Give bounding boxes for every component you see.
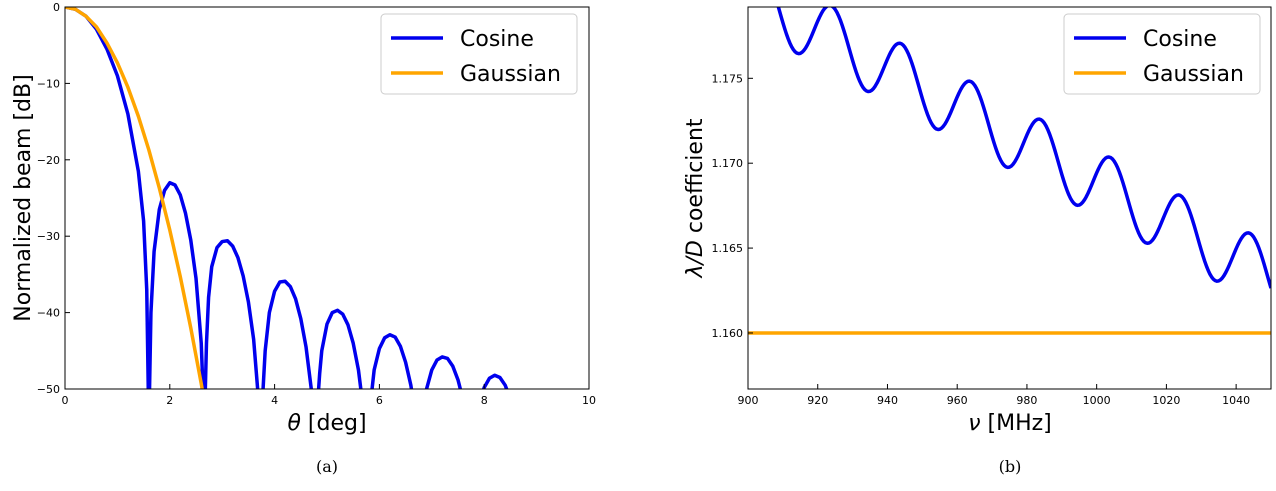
x-tick-label: 10 [582, 394, 596, 407]
panel-a-series [65, 7, 509, 389]
x-tick-label: 1000 [1083, 394, 1111, 407]
panel-b-legend: Cosine Gaussian [1063, 13, 1261, 95]
panel-a-x-ticks: 0 2 4 6 8 10 [62, 384, 596, 407]
panel-b-x-label: ν [MHz] [968, 411, 1052, 436]
cosine-coefficient-line [776, 7, 1271, 289]
panel-b-y-ticks: 1.160 1.165 1.170 1.175 [712, 72, 753, 340]
panel-a-x-label: θ [deg] [287, 411, 366, 436]
y-tick-label: −50 [37, 383, 60, 396]
panel-b-x-ticks: 900 920 940 960 980 1000 1020 1040 [738, 384, 1250, 407]
panel-b-legend-label-cosine: Cosine [1143, 27, 1217, 52]
y-tick-label: −20 [37, 154, 60, 167]
panel-b-series [748, 7, 1271, 335]
panel-a-legend-label-cosine: Cosine [460, 27, 534, 52]
x-tick-label: 2 [166, 394, 173, 407]
x-tick-label: 940 [877, 394, 898, 407]
x-tick-label: 980 [1016, 394, 1037, 407]
y-tick-label: −40 [37, 307, 60, 320]
cosine-beam-line [65, 7, 509, 389]
y-tick-label: −10 [37, 77, 60, 90]
x-tick-label: 900 [738, 394, 759, 407]
panel-a: 0 2 4 6 8 10 0 −10 −20 −30 −40 −50 θ [deg] Normali… [11, 1, 596, 476]
x-tick-label: 960 [947, 394, 968, 407]
panel-a-caption: (a) [316, 457, 338, 476]
y-tick-label: 1.160 [712, 327, 744, 340]
x-tick-label: 1020 [1152, 394, 1180, 407]
panel-a-y-label: Normalized beam [dB] [11, 74, 36, 321]
x-tick-label: 0 [62, 394, 69, 407]
gaussian-beam-line [65, 7, 204, 389]
panel-b-caption: (b) [999, 457, 1022, 476]
y-tick-label: 1.170 [712, 157, 744, 170]
panel-b: 900 920 940 960 980 1000 1020 1040 1.1601.1651.… [683, 6, 1272, 476]
x-tick-label: 8 [481, 394, 488, 407]
y-tick-label: 1.165 [712, 242, 744, 255]
panel-a-legend-label-gaussian: Gaussian [460, 62, 561, 87]
x-tick-label: 4 [271, 394, 278, 407]
panel-b-axes-frame [747, 6, 1272, 390]
panel-b-legend-label-gaussian: Gaussian [1143, 62, 1244, 87]
x-tick-label: 1040 [1222, 394, 1250, 407]
panel-a-legend: Cosine Gaussian [380, 13, 578, 95]
panel-a-axes-frame [64, 6, 590, 390]
y-tick-label: −30 [37, 230, 60, 243]
y-tick-label: 0 [53, 1, 60, 14]
x-tick-label: 6 [376, 394, 383, 407]
x-tick-label: 920 [807, 394, 828, 407]
y-tick-label: 1.175 [712, 72, 744, 85]
panel-b-y-label: λ/D coefficient [683, 118, 708, 278]
panel-a-y-ticks: 0 −10 −20 −30 −40 −50 [37, 1, 70, 396]
